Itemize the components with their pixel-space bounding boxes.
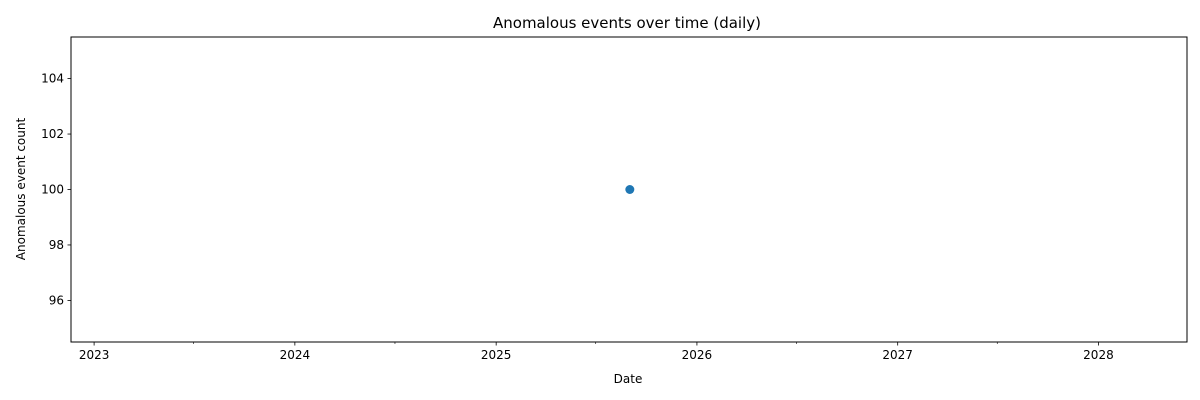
x-tick-label: 2025 bbox=[481, 348, 512, 362]
x-tick-label: 2026 bbox=[682, 348, 713, 362]
x-tick-label: 2023 bbox=[79, 348, 110, 362]
x-tick-label: 2024 bbox=[280, 348, 311, 362]
y-tick-label: 96 bbox=[49, 293, 64, 307]
y-axis: 96 98 100 102 104 bbox=[41, 72, 71, 307]
y-axis-label: Anomalous event count bbox=[14, 118, 28, 261]
chart-title: Anomalous events over time (daily) bbox=[493, 14, 761, 32]
y-tick-label: 102 bbox=[41, 127, 64, 141]
x-tick-label: 2028 bbox=[1083, 348, 1114, 362]
plot-area bbox=[625, 185, 635, 194]
x-tick-label: 2027 bbox=[882, 348, 913, 362]
data-point bbox=[625, 185, 635, 194]
y-tick-label: 100 bbox=[41, 183, 64, 197]
x-axis: 2023 2024 2025 2026 2027 2028 bbox=[79, 342, 1114, 362]
y-tick-label: 98 bbox=[49, 238, 64, 252]
y-tick-label: 104 bbox=[41, 72, 64, 86]
x-axis-label: Date bbox=[614, 372, 643, 386]
